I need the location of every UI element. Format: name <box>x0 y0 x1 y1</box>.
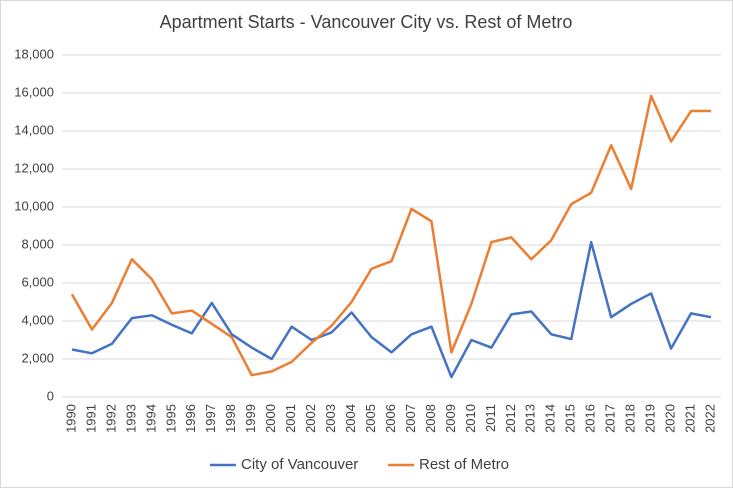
x-tick-label: 2002 <box>303 404 318 433</box>
y-tick-label: 18,000 <box>14 46 54 61</box>
x-tick-label: 2005 <box>363 404 378 433</box>
legend-label: City of Vancouver <box>241 456 358 473</box>
x-tick-label: 1993 <box>123 404 138 433</box>
series-line <box>70 94 712 377</box>
x-tick-label: 2006 <box>383 404 398 433</box>
x-tick-label: 2013 <box>523 404 538 433</box>
x-tick-label: 1992 <box>103 404 118 433</box>
x-tick-label: 1997 <box>203 404 218 433</box>
x-tick-label: 2022 <box>702 404 717 433</box>
x-tick-label: 2019 <box>643 404 658 433</box>
x-tick-label: 2008 <box>423 404 438 433</box>
x-tick-label: 2017 <box>603 404 618 433</box>
x-tick-label: 1991 <box>83 404 98 433</box>
y-tick-label: 14,000 <box>14 122 54 137</box>
x-tick-label: 2000 <box>263 404 278 433</box>
x-tick-label: 1990 <box>63 404 78 433</box>
y-tick-label: 10,000 <box>14 198 54 213</box>
x-tick-label: 2016 <box>583 404 598 433</box>
x-tick-label: 2001 <box>283 404 298 433</box>
x-tick-label: 1994 <box>143 404 158 433</box>
y-tick-label: 2,000 <box>21 350 54 365</box>
x-tick-label: 1999 <box>243 404 258 433</box>
x-tick-label: 2011 <box>483 404 498 432</box>
legend-label: Rest of Metro <box>419 456 509 473</box>
x-tick-label: 2015 <box>563 404 578 433</box>
x-tick-label: 2021 <box>682 404 697 433</box>
y-tick-label: 16,000 <box>14 84 54 99</box>
x-tick-label: 2009 <box>443 404 458 433</box>
x-tick-label: 1995 <box>163 404 178 433</box>
x-tick-label: 1998 <box>223 404 238 433</box>
y-tick-label: 12,000 <box>14 160 54 175</box>
x-tick-label: 2004 <box>343 404 358 433</box>
x-tick-label: 2012 <box>503 404 518 433</box>
x-tick-label: 2007 <box>403 404 418 433</box>
y-tick-label: 6,000 <box>21 274 54 289</box>
y-tick-label: 8,000 <box>21 236 54 251</box>
series-line <box>71 240 712 379</box>
x-tick-label: 2010 <box>463 404 478 433</box>
chart-title: Apartment Starts - Vancouver City vs. Re… <box>160 12 573 32</box>
x-tick-label: 2018 <box>623 404 638 433</box>
x-tick-label: 1996 <box>183 404 198 433</box>
x-tick-label: 2014 <box>543 404 558 433</box>
y-tick-label: 0 <box>47 388 54 403</box>
x-tick-label: 2020 <box>663 404 678 433</box>
y-tick-label: 4,000 <box>21 312 54 327</box>
x-tick-label: 2003 <box>323 404 338 433</box>
